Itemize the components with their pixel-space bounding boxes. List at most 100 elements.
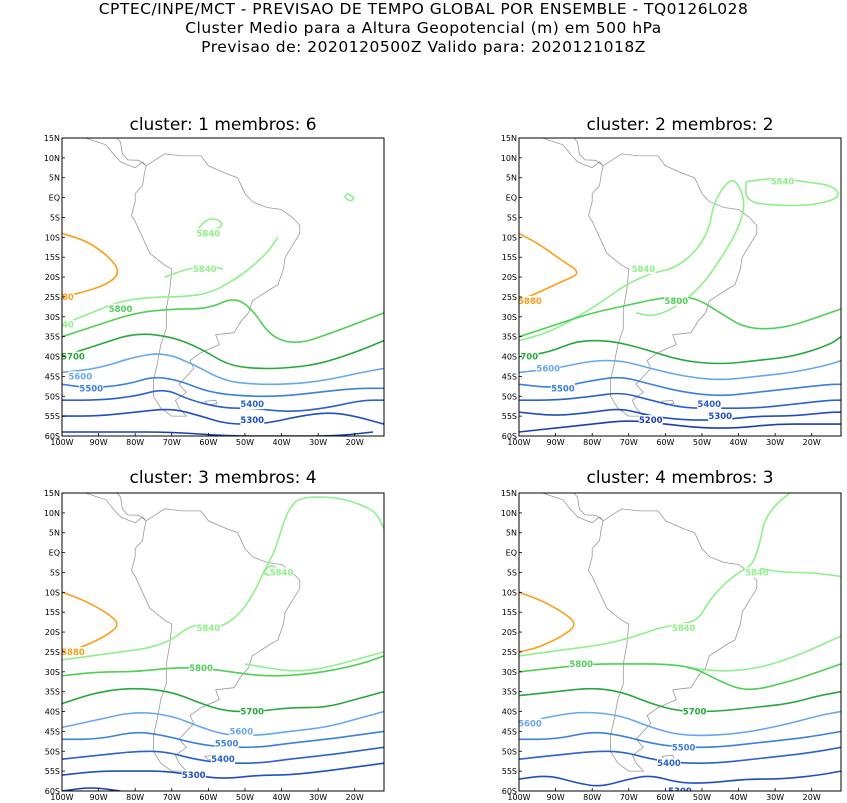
- coastline: [541, 493, 604, 524]
- contour-5600: [519, 710, 841, 737]
- contour-label-5840: 5840: [771, 178, 795, 188]
- contour-label-5840: 5840: [197, 229, 221, 239]
- contour-5880: [519, 232, 578, 302]
- contour-label-bg: [657, 758, 682, 769]
- figure-header: CPTEC/INPE/MCT - PREVISAO DE TEMPO GLOBA…: [0, 0, 847, 57]
- lat-tick-label: 20S: [502, 628, 517, 637]
- coastline: [116, 138, 147, 167]
- lat-tick-label: 5N: [506, 529, 517, 538]
- contour-label-5600: 5600: [68, 372, 92, 382]
- contour-label-5840: 5840: [672, 624, 696, 634]
- lat-tick-label: 5N: [49, 529, 60, 538]
- coastline: [541, 138, 604, 169]
- contour-label-5840: 5840: [270, 568, 294, 578]
- lon-tick-label: 70W: [620, 438, 638, 447]
- contour-label-5300: 5300: [708, 412, 732, 422]
- lat-tick-label: 25S: [45, 293, 60, 302]
- lat-tick-label: 10N: [501, 509, 517, 518]
- contour-label-bg: [181, 770, 206, 781]
- lat-tick-label: 10S: [502, 233, 517, 242]
- figure-title-line-2: Cluster Medio para a Altura Geopotencial…: [185, 19, 662, 37]
- lat-tick-label: 40S: [45, 708, 60, 717]
- contour-5800: [62, 655, 384, 677]
- lat-tick-label: 15S: [502, 608, 517, 617]
- contour-label-5840: 5840: [632, 265, 656, 275]
- contour-label-bg: [196, 228, 221, 239]
- contour-label-5800: 5800: [569, 660, 593, 670]
- contour-label-5600: 5600: [229, 727, 253, 737]
- contour-label-5300: 5300: [240, 416, 264, 426]
- contour-5600: [519, 359, 841, 381]
- contour-label-5700: 5700: [514, 353, 538, 363]
- contour-label-5600: 5600: [518, 719, 542, 729]
- lat-tick-label: 30S: [45, 668, 60, 677]
- lat-tick-label: 10N: [44, 154, 60, 163]
- contour-label-bg: [671, 623, 696, 634]
- contour-label-bg: [192, 264, 217, 275]
- map-area: 5840 5840 5800 5700 5600 5500 5400 5300: [518, 493, 841, 791]
- contour-label-bg: [62, 351, 85, 362]
- contour-label-5500: 5500: [551, 384, 575, 394]
- lon-tick-label: 90W: [547, 438, 565, 447]
- lat-tick-label: 15S: [502, 253, 517, 262]
- contour-label-bg: [631, 264, 656, 275]
- contour-label-5500: 5500: [79, 384, 103, 394]
- lon-tick-label: 20W: [803, 793, 821, 802]
- lat-tick-label: 5S: [507, 568, 517, 577]
- lat-tick-label: 20S: [45, 273, 60, 282]
- lon-tick-label: 80W: [583, 438, 601, 447]
- lat-tick-label: 10N: [44, 509, 60, 518]
- lon-tick-label: 50W: [236, 438, 254, 447]
- lat-tick-label: 40S: [502, 708, 517, 717]
- contour-label-bg: [196, 623, 221, 634]
- contour-label-bg: [79, 383, 104, 394]
- contour-label-5880: 5880: [518, 297, 542, 307]
- contour-5800: [62, 299, 384, 344]
- lat-tick-label: 60S: [45, 432, 60, 441]
- contour-5840: [244, 651, 384, 672]
- contour-label-bg: [519, 718, 542, 729]
- lat-tick-label: 15N: [44, 489, 60, 498]
- lon-tick-label: 40W: [729, 438, 747, 447]
- lon-tick-label: 40W: [729, 793, 747, 802]
- contour-label-bg: [229, 726, 254, 737]
- contour-label-5700: 5700: [61, 353, 85, 363]
- lat-tick-label: 35S: [45, 688, 60, 697]
- lon-tick-label: 60W: [656, 438, 674, 447]
- contour-label-5400: 5400: [240, 400, 264, 410]
- contour-label-bg: [269, 567, 294, 578]
- contour-label-bg: [536, 363, 561, 374]
- panel-4-title: cluster: 4 membros: 3: [586, 468, 774, 488]
- contour-label-5500: 5500: [215, 739, 239, 749]
- contour-label-5500: 5500: [672, 743, 696, 753]
- lon-tick-label: 30W: [766, 793, 784, 802]
- panel-3-title: cluster: 3 membros: 4: [129, 468, 317, 488]
- lat-tick-label: 15N: [501, 489, 517, 498]
- lat-tick-label: 30S: [45, 313, 60, 322]
- contour-5880: [519, 591, 575, 653]
- lat-tick-label: 5S: [50, 213, 60, 222]
- lon-tick-label: 50W: [693, 793, 711, 802]
- map-frame: [61, 137, 385, 437]
- contour-label-5400: 5400: [697, 400, 721, 410]
- lat-tick-label: 60S: [45, 787, 60, 796]
- lat-tick-label: 25S: [45, 648, 60, 657]
- lat-tick-label: 55S: [45, 767, 60, 776]
- lat-tick-label: 25S: [502, 648, 517, 657]
- lon-tick-label: 60W: [656, 793, 674, 802]
- contour-5300: [62, 762, 384, 779]
- contour-label-5800: 5800: [109, 305, 133, 315]
- lon-tick-label: 100W: [507, 438, 530, 447]
- map-frame: [518, 137, 842, 437]
- contour-label-5880: 5880: [50, 293, 74, 303]
- lon-tick-label: 100W: [50, 793, 73, 802]
- contour-label-bg: [62, 319, 74, 330]
- contour-5400: [62, 746, 384, 765]
- contour-label-bg: [569, 658, 594, 669]
- lon-tick-label: 40W: [272, 438, 290, 447]
- lon-tick-label: 90W: [547, 793, 565, 802]
- contour-label-5800: 5800: [189, 664, 213, 674]
